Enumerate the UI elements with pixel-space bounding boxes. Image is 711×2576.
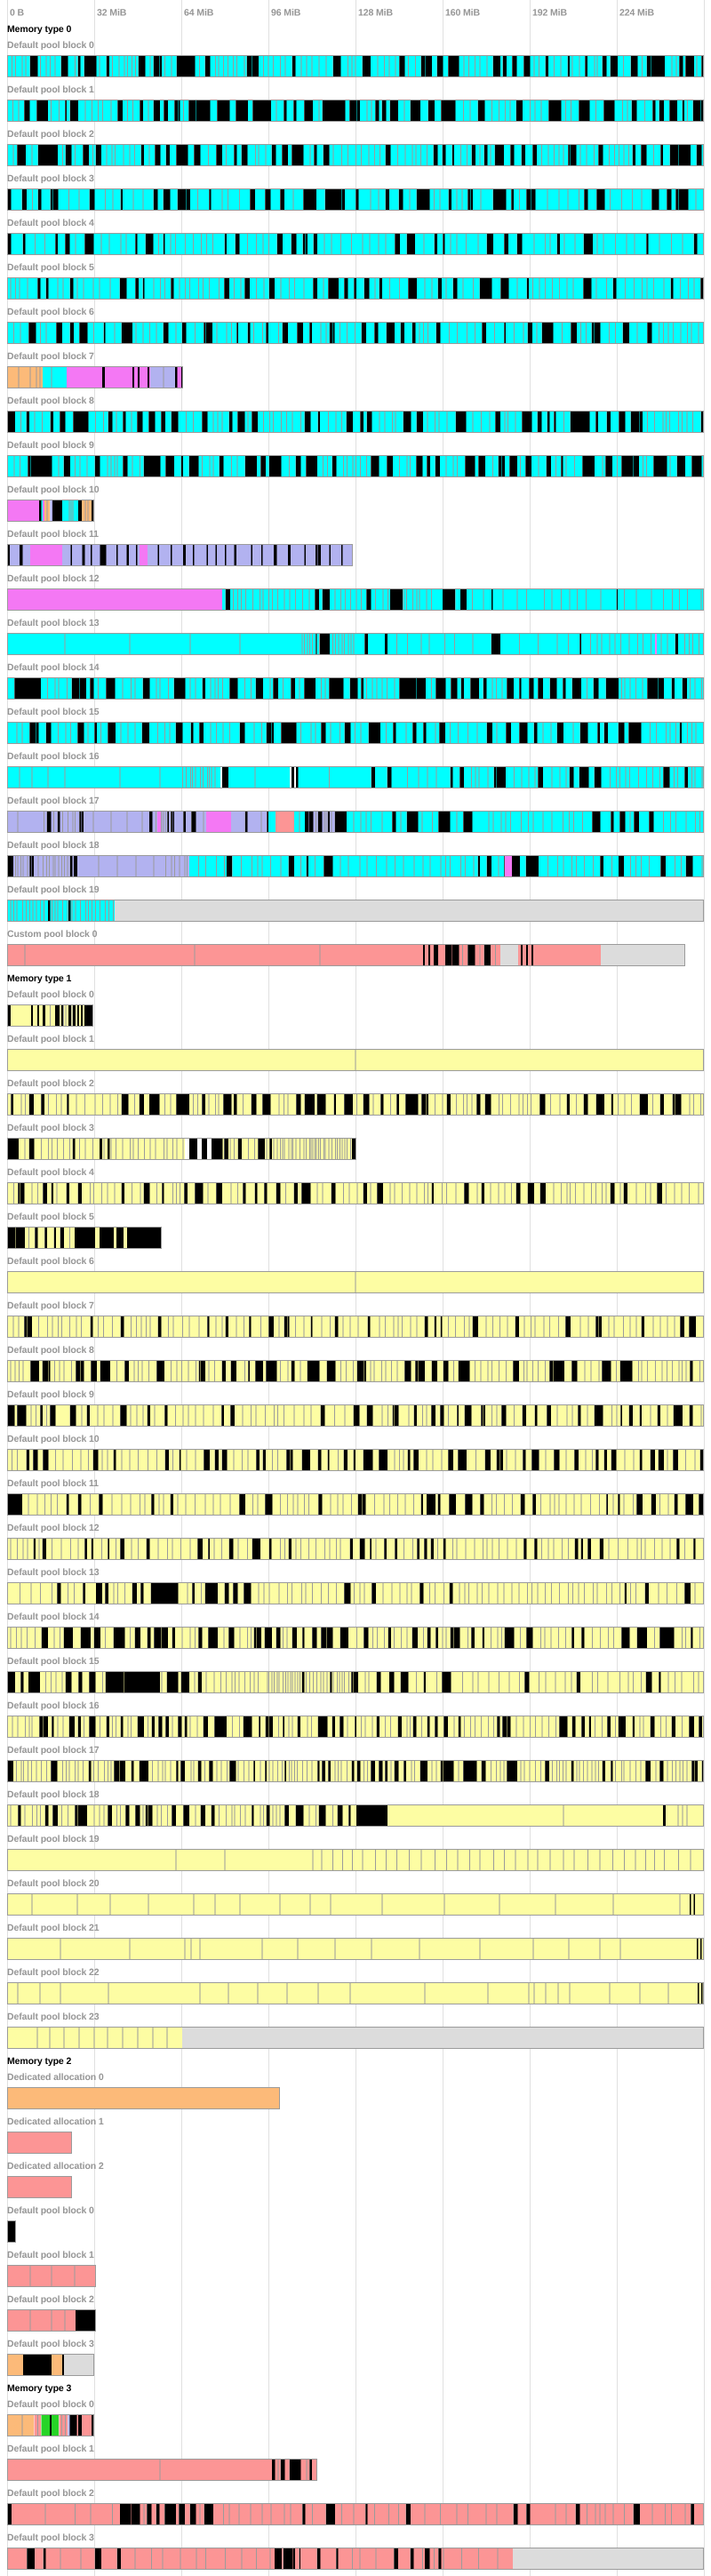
- svg-text:Default pool block 9: Default pool block 9: [7, 440, 94, 451]
- svg-text:Default pool block 5: Default pool block 5: [7, 262, 94, 273]
- svg-text:Default pool block 21: Default pool block 21: [7, 1923, 100, 1933]
- svg-text:Default pool block 17: Default pool block 17: [7, 1745, 100, 1756]
- svg-text:160 MiB: 160 MiB: [445, 8, 480, 19]
- svg-text:Default pool block 8: Default pool block 8: [7, 396, 94, 406]
- svg-text:96 MiB: 96 MiB: [271, 8, 301, 19]
- svg-text:Default pool block 4: Default pool block 4: [7, 218, 94, 228]
- svg-text:Default pool block 0: Default pool block 0: [7, 2205, 94, 2216]
- svg-text:224 MiB: 224 MiB: [619, 8, 654, 19]
- svg-text:Default pool block 1: Default pool block 1: [7, 2444, 94, 2454]
- svg-text:192 MiB: 192 MiB: [532, 8, 567, 19]
- svg-text:Default pool block 19: Default pool block 19: [7, 884, 100, 895]
- svg-text:Default pool block 5: Default pool block 5: [7, 1212, 94, 1222]
- svg-text:Default pool block 15: Default pool block 15: [7, 1656, 100, 1667]
- svg-text:Memory type 2: Memory type 2: [7, 2056, 71, 2067]
- svg-text:Default pool block 1: Default pool block 1: [7, 1034, 94, 1044]
- svg-text:64 MiB: 64 MiB: [184, 8, 214, 19]
- svg-text:Default pool block 2: Default pool block 2: [7, 129, 94, 140]
- svg-text:Default pool block 20: Default pool block 20: [7, 1878, 100, 1889]
- svg-text:Default pool block 14: Default pool block 14: [7, 662, 100, 673]
- svg-text:Dedicated allocation 0: Dedicated allocation 0: [7, 2072, 104, 2083]
- svg-text:Default pool block 3: Default pool block 3: [7, 173, 94, 184]
- svg-text:128 MiB: 128 MiB: [358, 8, 393, 19]
- svg-text:Default pool block 0: Default pool block 0: [7, 40, 94, 51]
- svg-text:Dedicated allocation 1: Dedicated allocation 1: [7, 2116, 104, 2127]
- svg-text:Default pool block 6: Default pool block 6: [7, 1256, 94, 1267]
- svg-text:Default pool block 3: Default pool block 3: [7, 2532, 94, 2543]
- svg-text:Default pool block 13: Default pool block 13: [7, 618, 100, 628]
- svg-text:Default pool block 12: Default pool block 12: [7, 573, 100, 584]
- svg-text:Default pool block 16: Default pool block 16: [7, 1700, 100, 1711]
- svg-text:Default pool block 23: Default pool block 23: [7, 2012, 100, 2022]
- svg-text:Default pool block 19: Default pool block 19: [7, 1834, 100, 1844]
- svg-text:Default pool block 0: Default pool block 0: [7, 989, 94, 1000]
- svg-text:Default pool block 1: Default pool block 1: [7, 84, 94, 95]
- svg-text:Default pool block 2: Default pool block 2: [7, 2488, 94, 2499]
- svg-text:Default pool block 15: Default pool block 15: [7, 707, 100, 717]
- svg-text:Default pool block 6: Default pool block 6: [7, 307, 94, 317]
- svg-text:Default pool block 11: Default pool block 11: [7, 529, 99, 540]
- svg-text:Default pool block 18: Default pool block 18: [7, 1789, 100, 1800]
- svg-text:Dedicated allocation 2: Dedicated allocation 2: [7, 2161, 104, 2172]
- svg-text:Custom pool block 0: Custom pool block 0: [7, 929, 98, 940]
- svg-text:Default pool block 0: Default pool block 0: [7, 2399, 94, 2410]
- svg-text:Default pool block 7: Default pool block 7: [7, 1300, 94, 1311]
- svg-text:32 MiB: 32 MiB: [97, 8, 127, 19]
- svg-text:Default pool block 4: Default pool block 4: [7, 1167, 94, 1178]
- svg-text:Default pool block 9: Default pool block 9: [7, 1389, 94, 1400]
- svg-text:Default pool block 18: Default pool block 18: [7, 840, 100, 851]
- svg-text:Default pool block 12: Default pool block 12: [7, 1523, 100, 1533]
- svg-text:Default pool block 2: Default pool block 2: [7, 1078, 94, 1089]
- svg-text:Default pool block 22: Default pool block 22: [7, 1967, 100, 1978]
- svg-text:Memory type 0: Memory type 0: [7, 24, 71, 35]
- svg-text:Default pool block 10: Default pool block 10: [7, 1434, 100, 1444]
- svg-text:Default pool block 11: Default pool block 11: [7, 1478, 99, 1489]
- svg-text:Default pool block 7: Default pool block 7: [7, 351, 94, 362]
- svg-text:Default pool block 1: Default pool block 1: [7, 2250, 94, 2260]
- svg-text:Default pool block 10: Default pool block 10: [7, 484, 100, 495]
- svg-text:Default pool block 16: Default pool block 16: [7, 751, 100, 762]
- svg-text:Default pool block 13: Default pool block 13: [7, 1567, 100, 1578]
- svg-text:Memory type 1: Memory type 1: [7, 973, 71, 984]
- svg-text:Default pool block 3: Default pool block 3: [7, 1123, 94, 1133]
- svg-text:Default pool block 17: Default pool block 17: [7, 796, 100, 806]
- svg-text:Default pool block 8: Default pool block 8: [7, 1345, 94, 1356]
- svg-text:Memory type 3: Memory type 3: [7, 2383, 71, 2394]
- svg-text:Default pool block 3: Default pool block 3: [7, 2339, 94, 2349]
- svg-text:Default pool block 2: Default pool block 2: [7, 2294, 94, 2305]
- svg-text:Default pool block 14: Default pool block 14: [7, 1612, 100, 1622]
- svg-text:0 B: 0 B: [10, 8, 25, 19]
